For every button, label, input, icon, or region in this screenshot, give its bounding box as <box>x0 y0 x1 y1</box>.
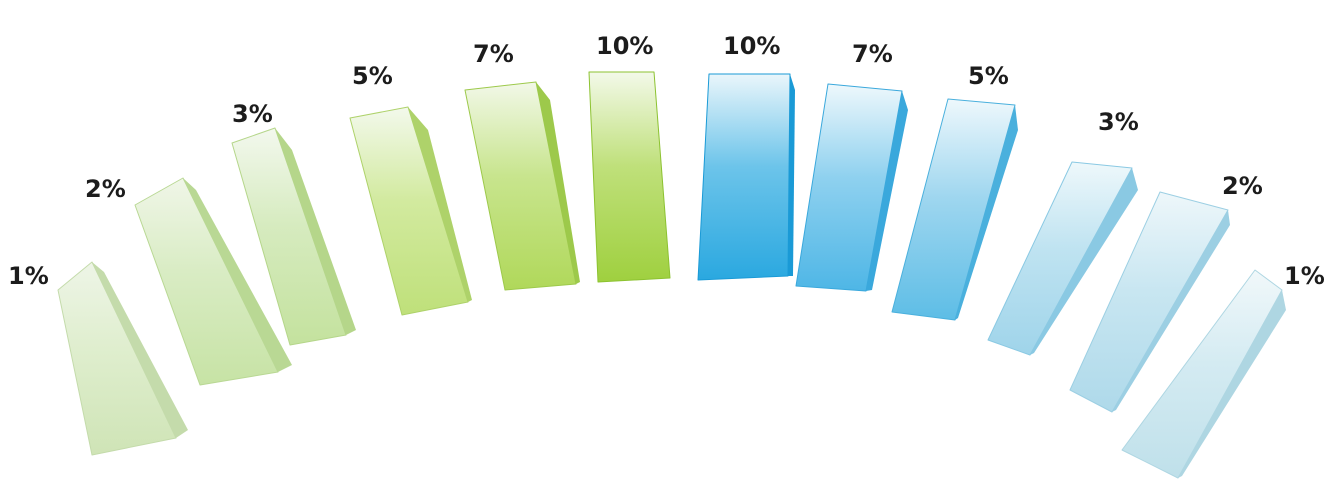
sample-block-12 <box>1121 269 1286 479</box>
sample-block-4 <box>349 106 472 316</box>
percentage-label: 1% <box>1284 262 1325 290</box>
sample-block-side <box>408 107 472 302</box>
sample-block-side <box>536 82 580 284</box>
sample-block-face <box>1069 191 1229 413</box>
percentage-label: 2% <box>1222 172 1263 200</box>
percentage-label: 3% <box>232 100 273 128</box>
sample-block-face <box>588 71 671 283</box>
percentage-label: 10% <box>596 32 653 60</box>
sample-block-side <box>92 262 188 438</box>
sample-block-face <box>231 127 347 346</box>
sample-block-face <box>891 98 1016 321</box>
sample-block-face <box>795 83 903 292</box>
sample-block-7 <box>697 73 795 281</box>
percentage-label: 1% <box>8 262 49 290</box>
sample-block-face <box>987 161 1133 356</box>
sample-block-3 <box>231 127 356 346</box>
sample-block-side <box>955 105 1018 320</box>
percentage-label: 3% <box>1098 108 1139 136</box>
sample-block-9 <box>891 98 1018 321</box>
sample-block-face <box>697 73 791 281</box>
percentage-label: 2% <box>85 175 126 203</box>
percentage-label: 10% <box>723 32 780 60</box>
sample-block-10 <box>987 161 1138 356</box>
sample-block-11 <box>1069 191 1230 413</box>
sample-block-2 <box>134 177 292 386</box>
percentage-label: 5% <box>352 62 393 90</box>
sample-block-8 <box>795 83 908 292</box>
sample-block-face <box>134 177 279 386</box>
sample-block-face <box>349 106 469 316</box>
sample-block-1 <box>57 261 188 456</box>
sample-block-side <box>275 128 356 335</box>
sample-block-face <box>464 81 577 291</box>
sample-block-5 <box>464 81 580 291</box>
sample-block-side <box>1030 168 1138 355</box>
sample-block-side <box>183 178 292 372</box>
sample-block-6 <box>588 71 671 283</box>
sample-block-side <box>1178 290 1286 478</box>
percentage-label: 7% <box>852 40 893 68</box>
percentage-label: 7% <box>473 40 514 68</box>
sample-block-side <box>866 91 908 291</box>
sample-block-face <box>1121 269 1283 479</box>
percentage-label: 5% <box>968 62 1009 90</box>
sample-block-face <box>57 261 177 456</box>
